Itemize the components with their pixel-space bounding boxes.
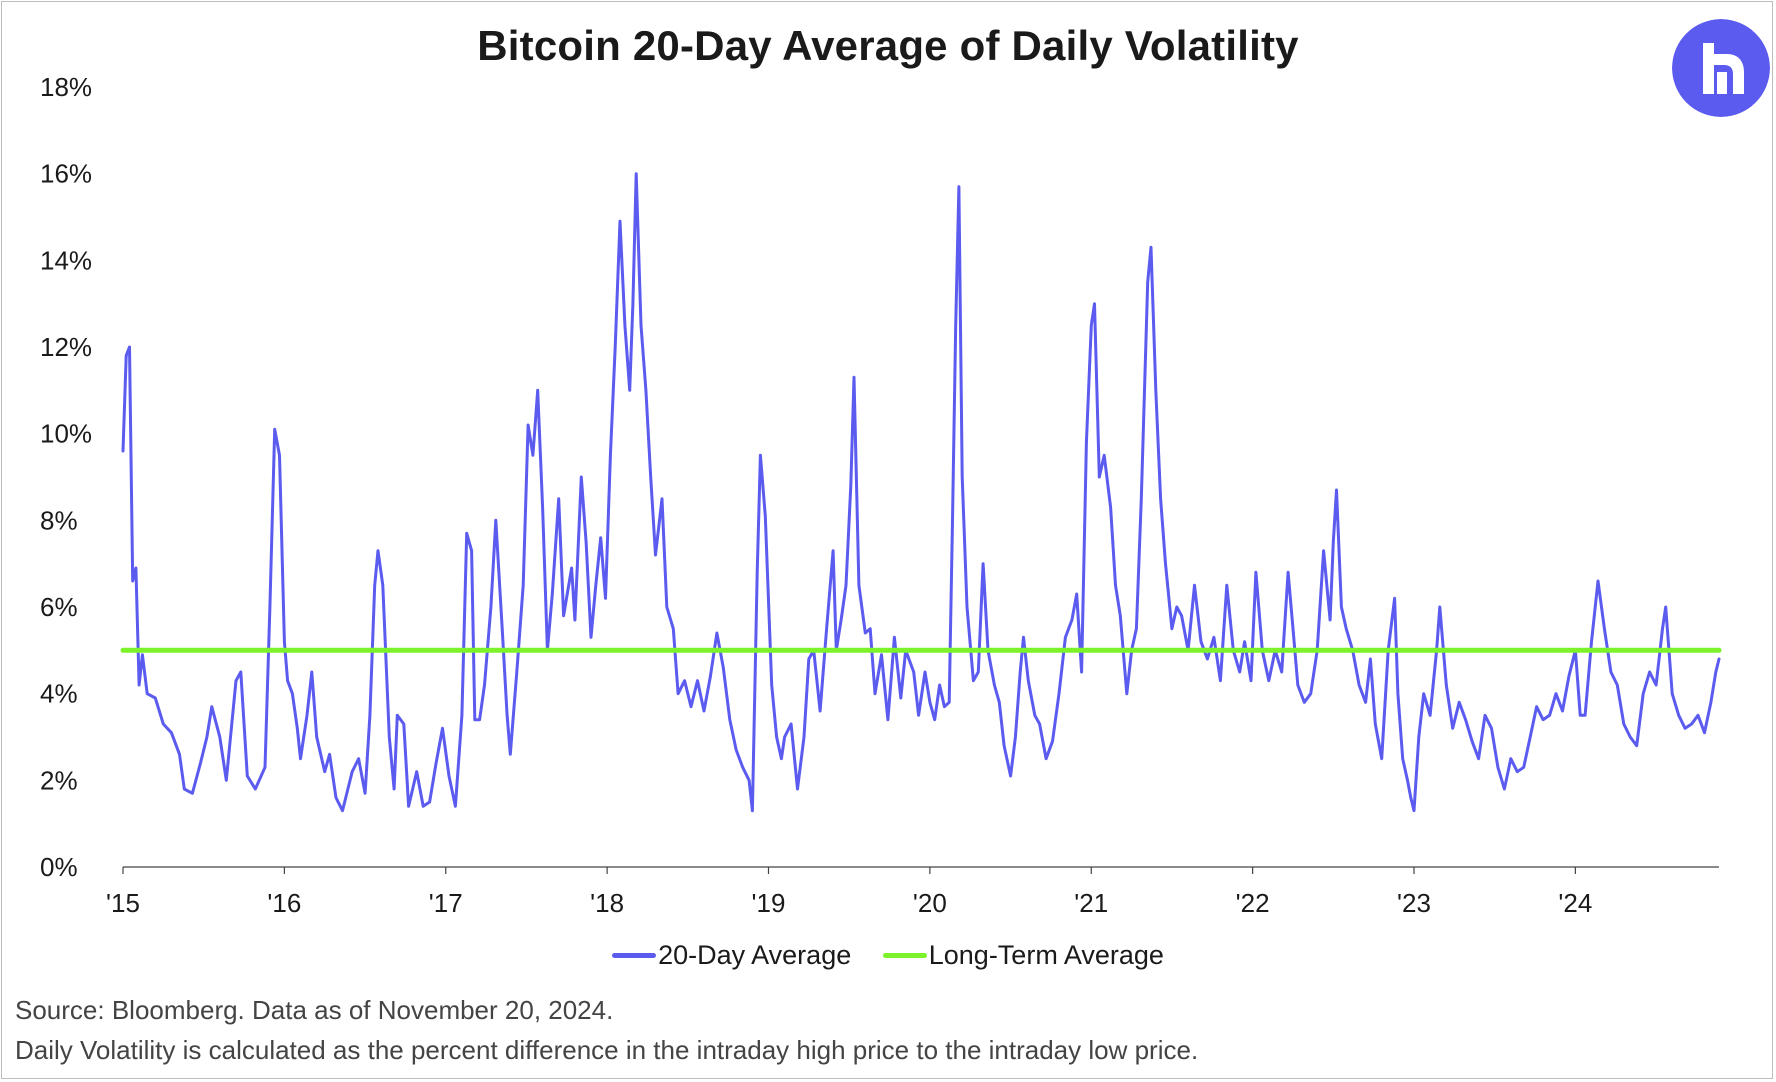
x-tick-label: '21 bbox=[1074, 888, 1108, 918]
y-tick-label: 0% bbox=[40, 852, 78, 882]
y-tick-label: 16% bbox=[40, 159, 92, 189]
x-tick-label: '17 bbox=[429, 888, 463, 918]
y-tick-label: 18% bbox=[40, 72, 92, 102]
x-tick-label: '22 bbox=[1236, 888, 1270, 918]
footer-note: Daily Volatility is calculated as the pe… bbox=[15, 1035, 1199, 1065]
y-tick-label: 6% bbox=[40, 592, 78, 622]
x-axis-ticks: '15 '16 '17 '18 '19 '20 '21 '22 '23 '24 bbox=[106, 866, 1719, 918]
footer-source: Source: Bloomberg. Data as of November 2… bbox=[15, 995, 614, 1025]
legend-item-long-term-average: Long-Term Average bbox=[882, 940, 1164, 971]
legend: 20-Day Average Long-Term Average bbox=[0, 934, 1776, 971]
legend-swatch-20-day-average bbox=[612, 953, 657, 958]
x-tick-label: '23 bbox=[1397, 888, 1431, 918]
y-tick-label: 4% bbox=[40, 679, 78, 709]
legend-label-20-day-average: 20-Day Average bbox=[658, 940, 852, 970]
legend-swatch-long-term-average bbox=[882, 953, 927, 958]
legend-label-long-term-average: Long-Term Average bbox=[928, 940, 1164, 970]
x-tick-label: '24 bbox=[1558, 888, 1592, 918]
y-tick-label: 12% bbox=[40, 332, 92, 362]
y-axis-ticks: 0% 2% 4% 6% 8% 10% 12% 14% 16% 18% bbox=[40, 72, 92, 882]
y-tick-label: 14% bbox=[40, 245, 92, 275]
y-tick-label: 2% bbox=[40, 765, 78, 795]
chart-title: Bitcoin 20-Day Average of Daily Volatili… bbox=[477, 22, 1299, 69]
series-layer bbox=[120, 172, 1722, 813]
x-tick-label: '19 bbox=[752, 888, 786, 918]
x-tick-label: '15 bbox=[106, 888, 140, 918]
x-tick-label: '20 bbox=[913, 888, 947, 918]
robinhood-r-logo-icon bbox=[1672, 19, 1770, 117]
y-tick-label: 8% bbox=[40, 505, 78, 535]
y-tick-label: 10% bbox=[40, 419, 92, 449]
legend-item-20-day-average: 20-Day Average bbox=[612, 940, 851, 971]
x-tick-label: '16 bbox=[267, 888, 301, 918]
series-line-20-day-average bbox=[121, 172, 1721, 813]
x-tick-label: '18 bbox=[590, 888, 624, 918]
